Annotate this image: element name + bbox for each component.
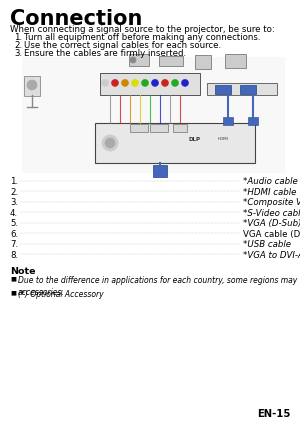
Text: 2.: 2. (14, 41, 22, 50)
Circle shape (182, 79, 188, 86)
FancyBboxPatch shape (100, 73, 200, 95)
FancyBboxPatch shape (130, 124, 148, 132)
FancyBboxPatch shape (173, 124, 187, 132)
Circle shape (130, 57, 136, 63)
Circle shape (102, 135, 118, 151)
Text: 1.: 1. (14, 33, 22, 42)
Circle shape (105, 138, 115, 148)
FancyBboxPatch shape (150, 124, 168, 132)
Circle shape (172, 79, 178, 86)
Circle shape (131, 79, 139, 86)
Text: 7.: 7. (10, 240, 18, 249)
FancyBboxPatch shape (95, 123, 255, 163)
Text: VGA cable (D-Sub to D-Sub): VGA cable (D-Sub to D-Sub) (243, 230, 300, 238)
FancyBboxPatch shape (224, 54, 245, 68)
Text: *HDMI cable: *HDMI cable (243, 187, 296, 196)
Text: *S-Video cable: *S-Video cable (243, 209, 300, 218)
Circle shape (122, 79, 128, 86)
Text: EN-15: EN-15 (256, 409, 290, 419)
Text: 6.: 6. (10, 230, 18, 238)
Text: 3.: 3. (14, 49, 22, 58)
Text: Ensure the cables are firmly inserted.: Ensure the cables are firmly inserted. (24, 49, 186, 58)
Circle shape (27, 80, 37, 90)
Circle shape (112, 79, 118, 86)
FancyBboxPatch shape (207, 83, 277, 95)
FancyBboxPatch shape (240, 85, 256, 94)
Text: *Audio cable: *Audio cable (243, 177, 298, 186)
Text: 5.: 5. (10, 219, 18, 228)
Text: 8.: 8. (10, 250, 18, 260)
FancyBboxPatch shape (22, 57, 285, 173)
Circle shape (152, 79, 158, 86)
Text: Use the correct signal cables for each source.: Use the correct signal cables for each s… (24, 41, 221, 50)
FancyBboxPatch shape (195, 55, 211, 69)
FancyBboxPatch shape (129, 54, 149, 66)
Text: Connection: Connection (10, 9, 142, 29)
Circle shape (101, 79, 109, 86)
Text: *VGA to DVI-A cable: *VGA to DVI-A cable (243, 250, 300, 260)
Text: Note: Note (10, 267, 35, 276)
FancyBboxPatch shape (223, 117, 233, 125)
Text: When connecting a signal source to the projector, be sure to:: When connecting a signal source to the p… (10, 25, 275, 34)
Text: (*) Optional Accessory: (*) Optional Accessory (18, 290, 103, 299)
Text: 4.: 4. (10, 209, 18, 218)
Text: Turn all equipment off before making any connections.: Turn all equipment off before making any… (24, 33, 260, 42)
Text: HDMI: HDMI (218, 137, 228, 141)
Text: 2.: 2. (10, 187, 18, 196)
Circle shape (161, 79, 169, 86)
Text: DLP: DLP (188, 136, 200, 142)
FancyBboxPatch shape (24, 76, 40, 96)
Text: ■: ■ (10, 290, 16, 295)
Text: Due to the difference in applications for each country, some regions may have di: Due to the difference in applications fo… (18, 276, 300, 297)
Text: *USB cable: *USB cable (243, 240, 291, 249)
FancyBboxPatch shape (153, 165, 167, 177)
Text: 3.: 3. (10, 198, 18, 207)
FancyBboxPatch shape (215, 85, 231, 94)
FancyBboxPatch shape (248, 117, 258, 125)
Text: 1.: 1. (10, 177, 18, 186)
FancyBboxPatch shape (159, 56, 183, 66)
Text: *VGA (D-Sub) to HDTV (RCA) cable: *VGA (D-Sub) to HDTV (RCA) cable (243, 219, 300, 228)
Text: *Composite Video cable: *Composite Video cable (243, 198, 300, 207)
Text: ■: ■ (10, 276, 16, 281)
Circle shape (142, 79, 148, 86)
